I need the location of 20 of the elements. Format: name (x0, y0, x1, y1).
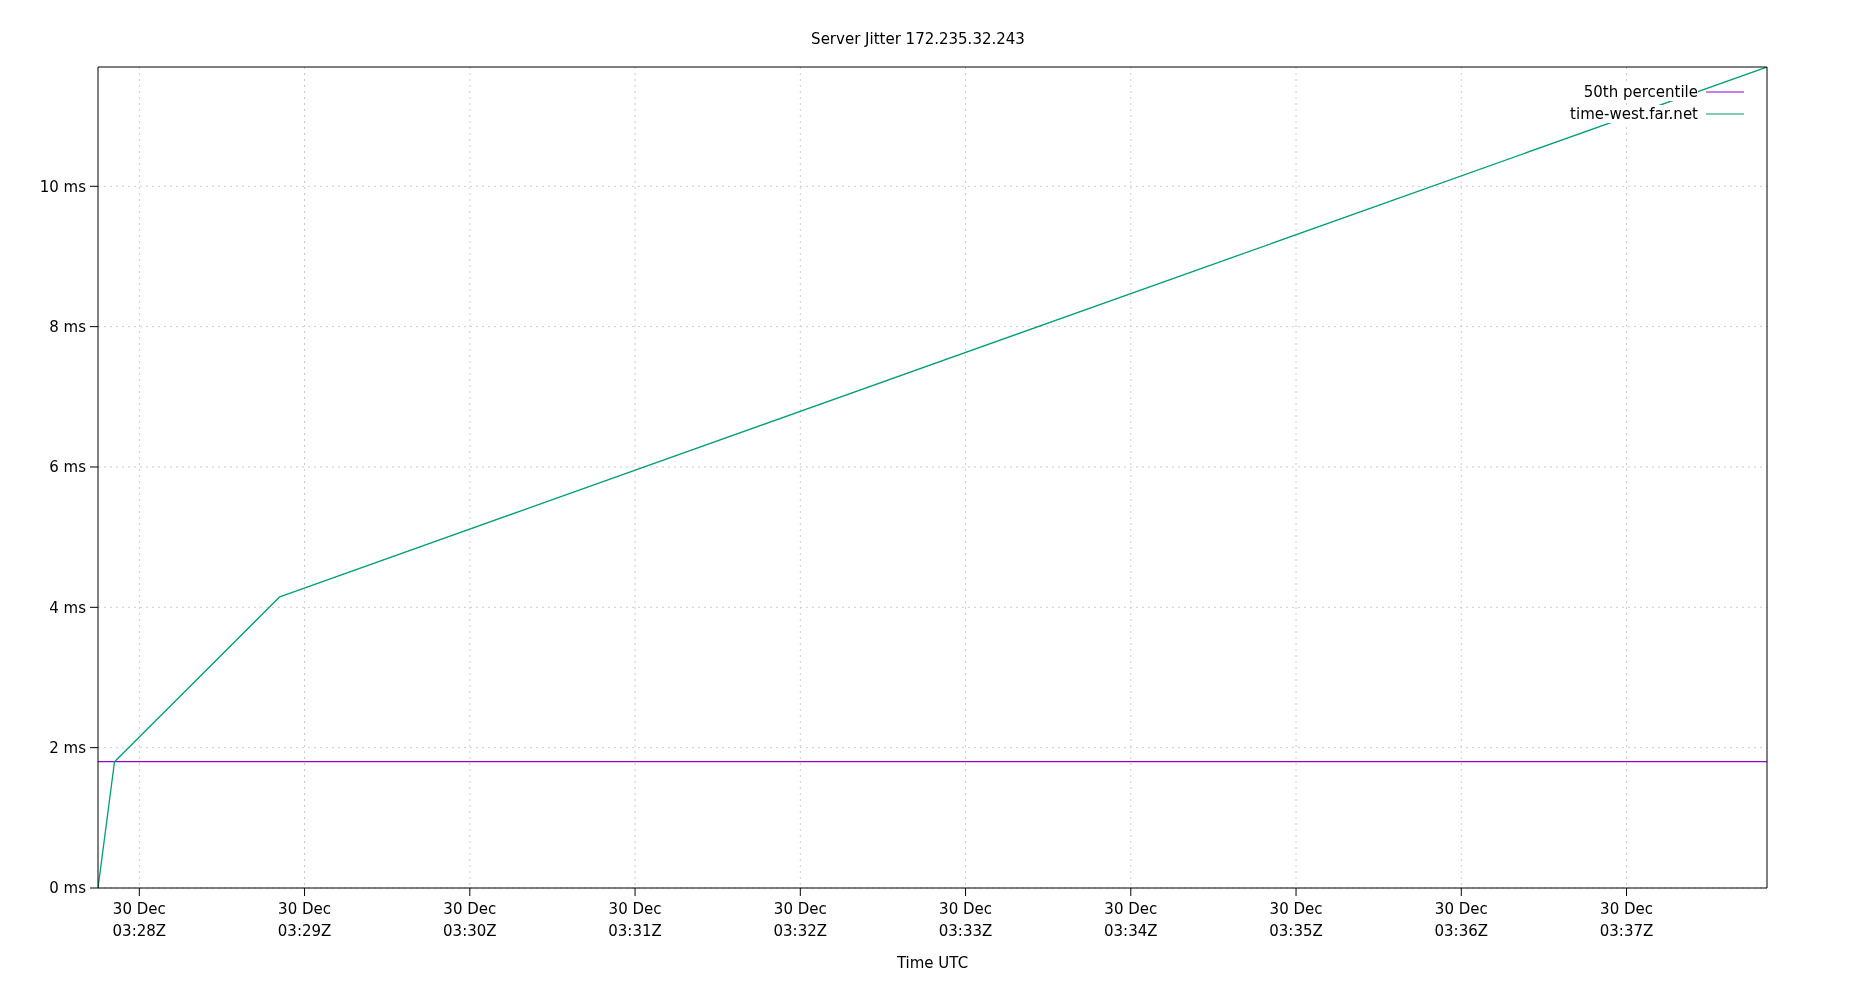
x-axis-title: Time UTC (895, 954, 969, 972)
legend-label: 50th percentile (1583, 83, 1698, 101)
legend-label: time-west.far.net (1570, 105, 1698, 123)
x-tick-label: 30 Dec 03:32Z (773, 900, 828, 940)
x-tick-label: 30 Dec 03:33Z (938, 900, 993, 940)
x-tick-label: 30 Dec 03:31Z (608, 900, 662, 940)
x-tick-label: 30 Dec 03:29Z (277, 900, 332, 940)
y-tick-label: 4 ms (49, 598, 87, 617)
y-tick-label: 10 ms (39, 177, 87, 196)
chart-title: Server Jitter 172.235.32.243 (810, 30, 1026, 48)
x-tick-label: 30 Dec 03:34Z (1104, 900, 1158, 940)
y-tick-label: 6 ms (49, 458, 87, 477)
x-tick-label: 30 Dec 03:28Z (112, 900, 167, 940)
x-tick-label: 30 Dec 03:35Z (1269, 900, 1323, 940)
y-tick-label: 0 ms (49, 879, 87, 898)
y-tick-label: 2 ms (49, 738, 87, 757)
x-tick-label: 30 Dec 03:36Z (1434, 900, 1489, 940)
y-tick-label: 8 ms (49, 317, 87, 336)
x-tick-label: 30 Dec 03:37Z (1599, 900, 1654, 940)
x-tick-label: 30 Dec 03:30Z (443, 900, 497, 940)
